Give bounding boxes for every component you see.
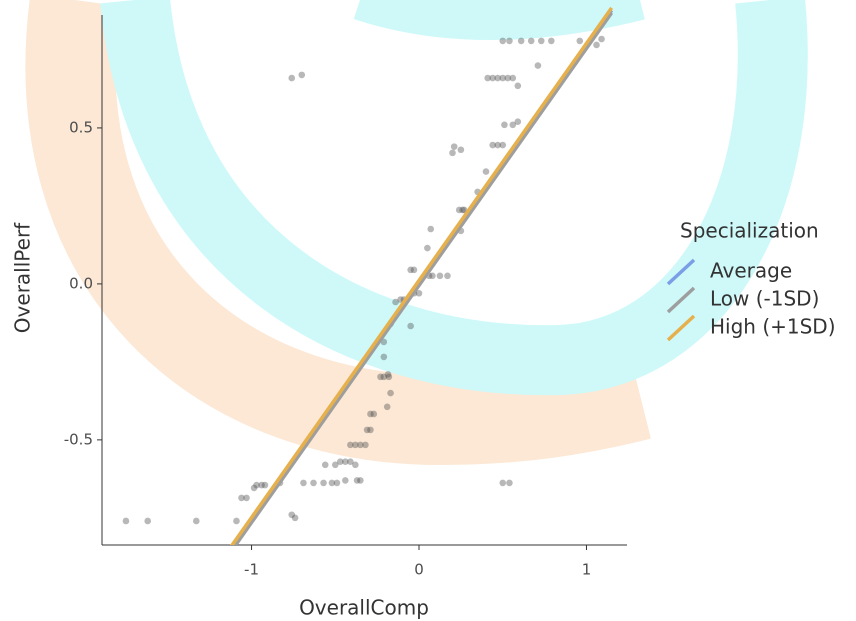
point xyxy=(320,480,327,487)
point xyxy=(384,404,391,411)
point xyxy=(598,36,605,43)
point xyxy=(193,518,200,525)
point xyxy=(243,495,250,502)
point xyxy=(392,299,399,306)
point xyxy=(387,390,394,397)
point xyxy=(370,411,377,418)
point xyxy=(528,38,535,45)
point xyxy=(427,226,434,233)
point xyxy=(251,485,258,492)
point xyxy=(352,462,359,469)
point xyxy=(262,482,269,489)
point xyxy=(233,518,240,525)
point xyxy=(322,462,329,469)
point xyxy=(483,168,490,175)
point xyxy=(362,442,369,449)
point xyxy=(342,477,349,484)
legend-label: High (+1SD) xyxy=(710,315,836,339)
x-tick-label: -1 xyxy=(244,561,259,579)
point xyxy=(515,118,522,125)
y-tick-label: -0.5 xyxy=(64,430,93,448)
point xyxy=(499,38,506,45)
point xyxy=(506,38,513,45)
y-tick-label: 0.5 xyxy=(69,118,93,136)
point xyxy=(535,62,542,69)
point xyxy=(367,427,374,434)
point xyxy=(506,480,513,487)
background-swirl xyxy=(70,0,772,420)
x-tick-label: 1 xyxy=(582,561,592,579)
legend-label: Low (-1SD) xyxy=(710,287,819,311)
y-axis-title: OverallPerf xyxy=(11,222,35,333)
legend-label: Average xyxy=(710,259,792,283)
point xyxy=(144,518,151,525)
point xyxy=(381,354,388,361)
point xyxy=(449,150,456,157)
point xyxy=(407,323,414,330)
point xyxy=(499,142,506,149)
point xyxy=(310,480,317,487)
point xyxy=(385,371,392,378)
point xyxy=(298,72,305,79)
point xyxy=(518,38,525,45)
point xyxy=(429,272,436,279)
point xyxy=(300,480,307,487)
point xyxy=(458,146,465,153)
point xyxy=(548,38,555,45)
x-axis-title: OverallComp xyxy=(299,596,429,620)
point xyxy=(593,42,600,49)
point xyxy=(444,272,451,279)
chart: OverallComp OverallPerf Specialization -… xyxy=(0,0,856,621)
point xyxy=(332,462,339,469)
x-tick-label: 0 xyxy=(414,561,424,579)
y-tick-label: 0.0 xyxy=(69,274,93,292)
point xyxy=(437,272,444,279)
legend-title: Specialization xyxy=(680,219,819,243)
point xyxy=(451,143,458,150)
point xyxy=(334,480,341,487)
point xyxy=(411,267,418,274)
point xyxy=(509,75,516,82)
point xyxy=(292,515,299,522)
point xyxy=(576,38,583,45)
point xyxy=(499,480,506,487)
point xyxy=(501,122,508,129)
point xyxy=(538,38,545,45)
point xyxy=(424,245,431,252)
point xyxy=(288,75,295,82)
point xyxy=(123,518,130,525)
point xyxy=(357,477,364,484)
point xyxy=(515,83,522,90)
